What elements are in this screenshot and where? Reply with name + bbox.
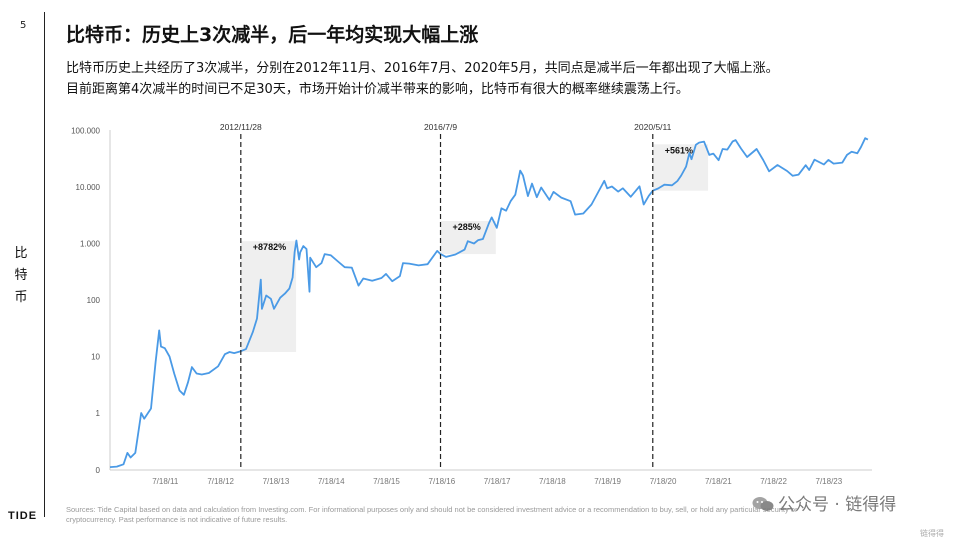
side-panel: 5 比 特 币 TIDE [0,0,45,547]
subtitle-line: 目前距离第4次减半的时间已不足30天，市场开始计价减半带来的影响，比特币有很大的… [66,82,689,97]
watermark: 公众号 · 链得得 [752,490,896,515]
subtitle-line: 比特币历史上共经历了3次减半，分别在2012年11月、2016年7月、2020年… [66,61,779,76]
page-subtitle: 比特币历史上共经历了3次减半，分别在2012年11月、2016年7月、2020年… [66,58,946,100]
side-divider [44,12,45,517]
y-tick-label: 0 [96,466,101,475]
side-label-char: 币 [14,290,28,305]
halving-date-label: 2016/7/9 [424,122,457,132]
x-tick-label: 7/18/21 [705,477,732,486]
halving-markers: 2012/11/28 2016/7/9 2020/5/11 [220,122,672,470]
halving-window-box [440,221,496,255]
x-tick-label: 7/18/11 [152,477,179,486]
halving-date-label: 2020/5/11 [634,122,671,132]
x-tick-label: 7/18/23 [816,477,843,486]
halving-windows: +8782% +285% +561% [240,144,709,353]
y-axis-ticks: 0 1 10 100 1.000 10.000 100.000 [71,127,100,476]
halving-gain-label: +561% [665,145,693,155]
side-label-char: 比 [14,246,28,261]
source-note: Sources: Tide Capital based on data and … [66,505,798,524]
x-tick-label: 7/18/19 [594,477,621,486]
x-tick-label: 7/18/13 [263,477,290,486]
page-title: 比特币：历史上3次减半，后一年均实现大幅上涨 [66,24,479,46]
x-tick-label: 7/18/14 [318,477,345,486]
halving-date-label: 2012/11/28 [220,122,262,132]
watermark-text: 公众号 · 链得得 [778,495,897,515]
x-tick-label: 7/18/12 [207,477,234,486]
halving-window-box [652,144,709,191]
halving-gain-label: +8782% [253,242,286,252]
y-tick-label: 10.000 [76,183,101,192]
x-tick-label: 7/18/15 [373,477,400,486]
x-tick-label: 7/18/17 [484,477,511,486]
x-tick-label: 7/18/16 [429,477,456,486]
page-number: 5 [20,20,27,31]
x-tick-label: 7/18/18 [539,477,566,486]
brand-logo: TIDE [8,510,38,522]
y-tick-label: 100.000 [71,127,100,136]
series-layer [109,137,869,468]
x-tick-label: 7/18/20 [650,477,677,486]
side-label: 比 特 币 [12,243,30,309]
x-axis-ticks: 7/18/11 7/18/12 7/18/13 7/18/14 7/18/15 7/18/… [152,477,843,486]
y-tick-label: 1.000 [80,240,101,249]
y-tick-label: 10 [91,353,100,362]
y-tick-label: 100 [87,296,101,305]
wechat-icon [752,497,774,511]
corner-mark: 链得得 [920,529,944,538]
side-label-char: 特 [14,268,28,283]
halving-gain-label: +285% [453,222,481,232]
y-tick-label: 1 [96,409,101,418]
price-series-line [109,137,869,468]
x-tick-label: 7/18/22 [760,477,787,486]
